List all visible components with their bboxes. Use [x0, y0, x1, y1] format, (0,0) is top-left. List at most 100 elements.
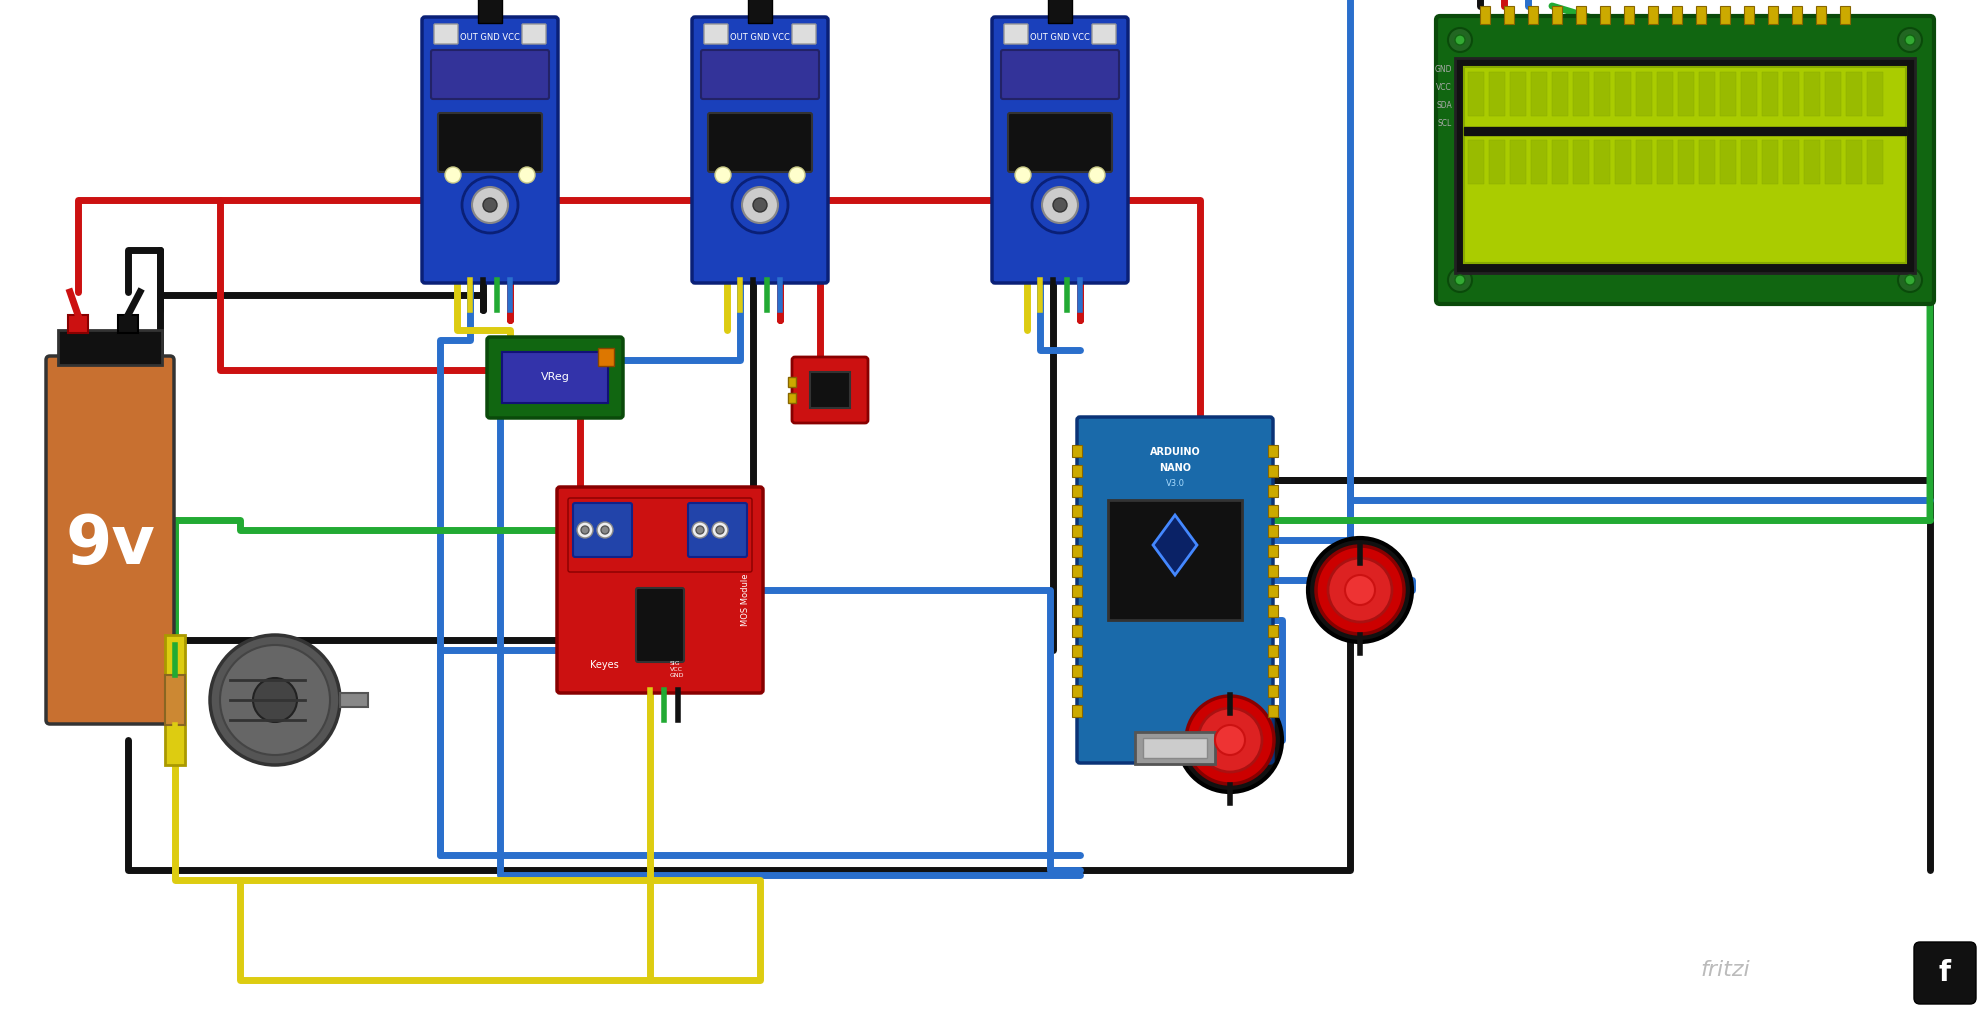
- Bar: [1268, 705, 1278, 717]
- Circle shape: [1905, 35, 1915, 45]
- FancyBboxPatch shape: [791, 357, 868, 423]
- FancyBboxPatch shape: [1001, 50, 1120, 99]
- Circle shape: [754, 198, 767, 212]
- Bar: [1509, 72, 1525, 116]
- Bar: [1268, 465, 1278, 477]
- Bar: [1576, 6, 1586, 24]
- Circle shape: [732, 177, 787, 233]
- Bar: [1782, 72, 1800, 116]
- Text: SDA: SDA: [1436, 101, 1452, 110]
- Bar: [1867, 140, 1883, 184]
- Bar: [1489, 72, 1505, 116]
- Circle shape: [1448, 268, 1472, 292]
- Text: SIG
VCC
GND: SIG VCC GND: [671, 662, 684, 678]
- Circle shape: [696, 526, 704, 534]
- Bar: [1268, 585, 1278, 597]
- Bar: [1614, 140, 1632, 184]
- Circle shape: [1456, 275, 1466, 285]
- Bar: [1268, 645, 1278, 656]
- Bar: [1527, 6, 1539, 24]
- Bar: [1804, 140, 1820, 184]
- Text: MOS Module: MOS Module: [742, 574, 750, 626]
- FancyBboxPatch shape: [993, 17, 1127, 283]
- Bar: [119, 315, 138, 333]
- Bar: [748, 0, 771, 23]
- Circle shape: [692, 522, 708, 538]
- FancyBboxPatch shape: [431, 50, 550, 99]
- Bar: [787, 393, 795, 403]
- Bar: [1553, 72, 1569, 116]
- FancyBboxPatch shape: [692, 17, 829, 283]
- Bar: [1867, 72, 1883, 116]
- Circle shape: [1345, 575, 1375, 605]
- Text: V3.0: V3.0: [1165, 479, 1185, 488]
- Bar: [1699, 140, 1715, 184]
- Bar: [1072, 645, 1082, 656]
- FancyBboxPatch shape: [558, 487, 764, 693]
- Bar: [1072, 625, 1082, 637]
- FancyBboxPatch shape: [704, 24, 728, 44]
- FancyBboxPatch shape: [421, 17, 558, 283]
- Text: VCC: VCC: [1436, 84, 1452, 93]
- Circle shape: [601, 526, 609, 534]
- Bar: [1677, 72, 1693, 116]
- FancyBboxPatch shape: [574, 503, 633, 557]
- FancyBboxPatch shape: [708, 113, 813, 172]
- Bar: [1624, 6, 1634, 24]
- Bar: [502, 352, 607, 403]
- Bar: [1741, 72, 1756, 116]
- Bar: [811, 372, 851, 408]
- Circle shape: [473, 187, 508, 223]
- Bar: [1600, 6, 1610, 24]
- Bar: [1648, 6, 1658, 24]
- Circle shape: [789, 167, 805, 183]
- Circle shape: [210, 635, 340, 765]
- Bar: [1072, 525, 1082, 537]
- Bar: [1072, 705, 1082, 717]
- Bar: [1671, 6, 1681, 24]
- Bar: [1072, 585, 1082, 597]
- FancyBboxPatch shape: [791, 24, 817, 44]
- Text: fritzi: fritzi: [1699, 960, 1751, 980]
- FancyBboxPatch shape: [433, 24, 459, 44]
- Bar: [1048, 0, 1072, 23]
- FancyBboxPatch shape: [688, 503, 748, 557]
- Bar: [1721, 6, 1731, 24]
- FancyBboxPatch shape: [487, 337, 623, 418]
- Text: VReg: VReg: [540, 372, 570, 382]
- FancyBboxPatch shape: [637, 588, 684, 662]
- Bar: [1072, 505, 1082, 517]
- Bar: [1573, 140, 1588, 184]
- Bar: [479, 0, 502, 23]
- Bar: [1072, 565, 1082, 577]
- Bar: [1268, 565, 1278, 577]
- Bar: [597, 348, 613, 366]
- Bar: [1268, 505, 1278, 517]
- FancyBboxPatch shape: [1915, 942, 1976, 1004]
- Circle shape: [1315, 546, 1404, 634]
- FancyBboxPatch shape: [1005, 24, 1029, 44]
- Bar: [1268, 545, 1278, 557]
- Bar: [164, 635, 186, 765]
- Circle shape: [1090, 167, 1106, 183]
- Bar: [1695, 6, 1705, 24]
- Circle shape: [1042, 187, 1078, 223]
- Bar: [1614, 72, 1632, 116]
- Text: ARDUINO: ARDUINO: [1149, 447, 1201, 457]
- Circle shape: [1052, 198, 1066, 212]
- Circle shape: [518, 167, 534, 183]
- Bar: [1840, 6, 1849, 24]
- Bar: [1782, 140, 1800, 184]
- Circle shape: [716, 526, 724, 534]
- Bar: [1531, 140, 1547, 184]
- Bar: [1768, 6, 1778, 24]
- Circle shape: [582, 526, 589, 534]
- FancyBboxPatch shape: [1009, 113, 1112, 172]
- Bar: [1816, 6, 1826, 24]
- Circle shape: [1327, 558, 1393, 622]
- Bar: [340, 693, 368, 707]
- Bar: [1721, 140, 1737, 184]
- Bar: [787, 377, 795, 387]
- FancyBboxPatch shape: [700, 50, 819, 99]
- FancyBboxPatch shape: [1076, 417, 1274, 763]
